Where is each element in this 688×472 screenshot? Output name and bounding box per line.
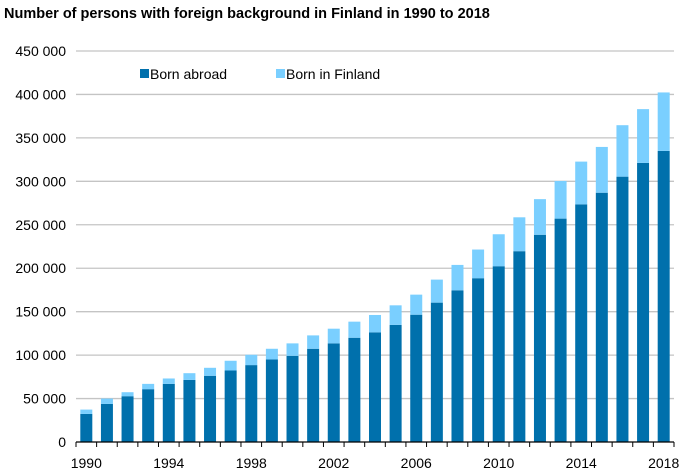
bar-born-in-finland-1998 bbox=[245, 354, 258, 366]
bar-born-in-finland-2001 bbox=[307, 335, 320, 349]
bar-born-in-finland-2012 bbox=[533, 199, 546, 235]
legend-label: Born abroad bbox=[150, 66, 227, 82]
bar-born-in-finland-1995 bbox=[183, 373, 196, 380]
bar-born-in-finland-2015 bbox=[595, 146, 608, 193]
y-tick-label: 450 000 bbox=[15, 43, 66, 59]
bar-born-in-finland-1993 bbox=[142, 383, 155, 390]
x-tick-label: 1994 bbox=[153, 455, 184, 471]
bar-born-abroad-2012 bbox=[533, 234, 546, 442]
bar-born-in-finland-2008 bbox=[451, 264, 464, 291]
bar-born-in-finland-1990 bbox=[80, 409, 93, 414]
bar-born-in-finland-2006 bbox=[410, 294, 423, 315]
y-tick-label: 50 000 bbox=[23, 391, 66, 407]
y-tick-label: 100 000 bbox=[15, 347, 66, 363]
bar-born-abroad-1995 bbox=[183, 379, 196, 442]
bar-born-in-finland-1997 bbox=[224, 360, 237, 371]
bar-born-abroad-2002 bbox=[327, 343, 340, 442]
x-tick-label: 2010 bbox=[483, 455, 514, 471]
bar-born-abroad-2008 bbox=[451, 290, 464, 442]
legend-swatch bbox=[276, 69, 285, 78]
bar-born-abroad-2001 bbox=[307, 348, 320, 442]
bar-born-in-finland-2014 bbox=[575, 161, 588, 205]
y-tick-label: 300 000 bbox=[15, 173, 66, 189]
bar-born-in-finland-2007 bbox=[430, 279, 443, 303]
bar-born-abroad-2010 bbox=[492, 266, 505, 442]
bar-born-abroad-2000 bbox=[286, 355, 299, 442]
bar-born-in-finland-2000 bbox=[286, 343, 299, 356]
bar-born-abroad-1993 bbox=[142, 389, 155, 442]
bar-born-in-finland-2018 bbox=[657, 92, 670, 151]
bar-born-abroad-2009 bbox=[472, 278, 485, 442]
bar-born-in-finland-2011 bbox=[513, 217, 526, 252]
bar-born-in-finland-2016 bbox=[616, 125, 629, 177]
bar-born-abroad-1991 bbox=[100, 403, 113, 442]
bar-born-abroad-2018 bbox=[657, 150, 670, 442]
bar-born-abroad-1992 bbox=[121, 396, 134, 442]
bar-born-in-finland-2013 bbox=[554, 180, 567, 219]
x-tick-label: 2018 bbox=[648, 455, 679, 471]
bar-born-abroad-2013 bbox=[554, 218, 567, 442]
y-tick-label: 400 000 bbox=[15, 86, 66, 102]
bar-born-in-finland-1994 bbox=[162, 378, 175, 384]
bar-born-in-finland-2003 bbox=[348, 321, 361, 338]
x-tick-label: 1998 bbox=[236, 455, 267, 471]
bar-born-in-finland-1999 bbox=[265, 348, 278, 360]
bar-born-in-finland-2002 bbox=[327, 328, 340, 344]
bar-born-abroad-2014 bbox=[575, 204, 588, 442]
bar-born-in-finland-1991 bbox=[100, 398, 113, 404]
bar-born-in-finland-2017 bbox=[637, 109, 650, 163]
bar-born-abroad-1999 bbox=[265, 359, 278, 442]
x-tick-label: 2014 bbox=[566, 455, 597, 471]
legend-label: Born in Finland bbox=[286, 66, 380, 82]
bar-born-abroad-1990 bbox=[80, 413, 93, 442]
y-tick-label: 200 000 bbox=[15, 260, 66, 276]
bar-born-abroad-2005 bbox=[389, 324, 402, 442]
y-tick-label: 0 bbox=[58, 434, 66, 450]
bar-born-in-finland-2009 bbox=[472, 249, 485, 279]
bar-born-abroad-2016 bbox=[616, 176, 629, 442]
bar-born-abroad-1998 bbox=[245, 365, 258, 442]
y-tick-label: 250 000 bbox=[15, 217, 66, 233]
bar-born-in-finland-1992 bbox=[121, 392, 134, 397]
bar-born-in-finland-1996 bbox=[204, 367, 217, 376]
bar-born-abroad-1997 bbox=[224, 370, 237, 442]
bar-born-abroad-1994 bbox=[162, 383, 175, 442]
chart-title: Number of persons with foreign backgroun… bbox=[4, 6, 490, 22]
bar-born-abroad-2007 bbox=[430, 302, 443, 442]
bar-born-in-finland-2005 bbox=[389, 305, 402, 325]
bar-born-abroad-2015 bbox=[595, 192, 608, 442]
bar-born-abroad-1996 bbox=[204, 375, 217, 442]
bar-born-abroad-2004 bbox=[369, 332, 381, 442]
x-tick-label: 2002 bbox=[318, 455, 349, 471]
bar-born-abroad-2017 bbox=[637, 162, 650, 442]
bar-born-abroad-2006 bbox=[410, 314, 423, 442]
bar-born-abroad-2003 bbox=[348, 337, 361, 442]
bar-born-in-finland-2010 bbox=[492, 234, 505, 267]
x-tick-label: 1990 bbox=[71, 455, 102, 471]
y-tick-label: 150 000 bbox=[15, 304, 66, 320]
x-tick-label: 2006 bbox=[401, 455, 432, 471]
bar-born-abroad-2011 bbox=[513, 251, 526, 442]
y-tick-label: 350 000 bbox=[15, 130, 66, 146]
bar-born-in-finland-2004 bbox=[369, 314, 381, 333]
legend-swatch bbox=[140, 69, 149, 78]
